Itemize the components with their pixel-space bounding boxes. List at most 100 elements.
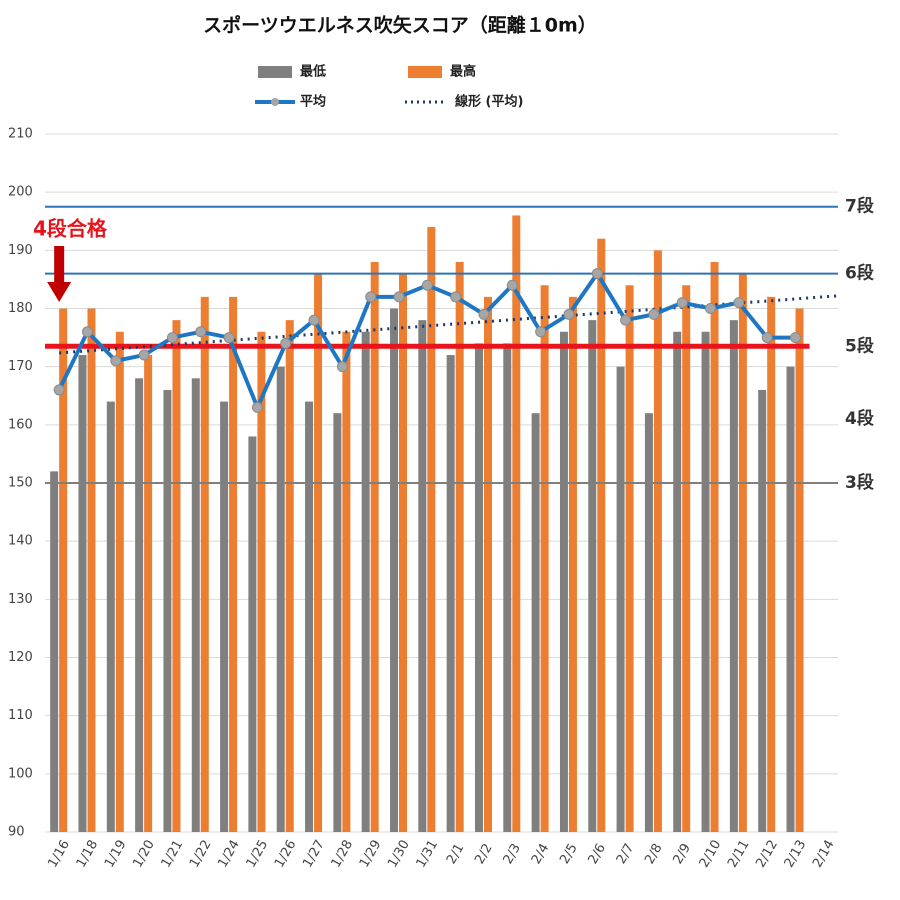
average-point	[450, 291, 462, 303]
bar	[115, 331, 124, 832]
x-tick-label: 1/26	[272, 838, 300, 871]
legend-swatch	[271, 98, 279, 106]
x-tick-label: 2/5	[557, 841, 580, 867]
bar	[597, 238, 606, 832]
bar	[758, 389, 767, 832]
x-tick-label: 1/30	[385, 838, 413, 871]
x-tick-label: 1/19	[102, 838, 130, 871]
average-point	[591, 268, 603, 280]
annotation: 4段合格	[33, 217, 108, 241]
y-tick-label: 130	[8, 592, 33, 607]
bar	[220, 401, 229, 832]
annotation-bg	[30, 216, 130, 244]
average-point	[790, 332, 802, 344]
bar	[172, 320, 181, 832]
y-tick-label: 140	[8, 534, 33, 549]
y-tick-label: 100	[8, 766, 33, 781]
bar	[653, 250, 662, 833]
average-point	[336, 361, 348, 373]
x-tick-label: 2/3	[501, 841, 524, 867]
bar	[738, 273, 747, 833]
average-point	[308, 314, 320, 326]
y-tick-label: 110	[8, 708, 33, 723]
average-point	[110, 355, 122, 367]
y-tick-label: 180	[8, 301, 33, 316]
legend-swatch	[258, 66, 292, 78]
y-tick-label: 190	[8, 243, 33, 258]
average-point	[53, 384, 65, 396]
bar	[568, 296, 577, 832]
average-point	[138, 349, 150, 361]
bar	[50, 471, 59, 832]
legend-swatch	[408, 66, 442, 78]
bar	[474, 343, 483, 832]
bar	[361, 331, 370, 832]
bar	[200, 296, 209, 832]
average-point	[676, 297, 688, 309]
bar	[342, 331, 351, 832]
x-tick-label: 1/28	[329, 838, 357, 871]
x-tick-label: 2/1	[444, 841, 467, 867]
bar	[314, 273, 323, 833]
x-tick-label: 1/25	[244, 838, 272, 871]
average-point	[478, 308, 490, 320]
bar	[390, 308, 399, 832]
x-tick-label: 2/7	[614, 841, 637, 867]
bar	[512, 215, 521, 832]
average-point	[393, 291, 405, 303]
x-tick-label: 1/24	[215, 838, 243, 871]
average-point	[195, 326, 207, 338]
x-tick-label: 2/13	[782, 838, 810, 871]
y-tick-label: 210	[8, 127, 33, 142]
bar	[625, 285, 634, 832]
x-tick-label: 1/22	[187, 838, 215, 871]
bar	[276, 366, 285, 832]
annotation-arrow	[47, 282, 72, 302]
bar	[483, 296, 492, 832]
bar	[106, 401, 115, 832]
average-point	[648, 308, 660, 320]
average-point	[81, 326, 93, 338]
average-point	[365, 291, 377, 303]
x-tick-label: 2/11	[725, 838, 753, 871]
bar	[427, 227, 436, 833]
bar	[682, 285, 691, 832]
reference-label: 7段	[845, 196, 874, 217]
legend-label: 平均	[300, 94, 326, 110]
bar	[135, 378, 144, 832]
bar	[399, 273, 408, 833]
x-tick-label: 1/18	[74, 838, 102, 871]
average-point	[506, 279, 518, 291]
y-tick-label: 170	[8, 359, 33, 374]
average-point	[535, 326, 547, 338]
average-point	[223, 332, 235, 344]
x-tick-label: 1/27	[300, 838, 328, 871]
y-tick-label: 90	[8, 825, 25, 840]
bar	[559, 331, 568, 832]
bar	[418, 320, 427, 832]
average-point	[705, 303, 717, 314]
y-tick-label: 160	[8, 417, 33, 432]
bar	[588, 320, 597, 832]
bar	[503, 343, 512, 832]
bar	[144, 355, 153, 832]
bar	[767, 296, 776, 832]
average-point	[733, 297, 745, 309]
x-tick-label: 2/2	[472, 841, 495, 867]
y-tick-label: 200	[8, 185, 33, 200]
reference-label: 6段	[845, 263, 874, 284]
reference-label: 4段	[845, 408, 874, 429]
x-tick-label: 2/9	[671, 841, 694, 867]
average-point	[251, 401, 263, 413]
bar	[455, 261, 464, 832]
bar	[673, 331, 682, 832]
x-tick-label: 2/12	[753, 838, 781, 871]
y-tick-label: 150	[8, 476, 33, 491]
x-tick-label: 1/21	[159, 838, 187, 871]
x-tick-label: 2/10	[697, 838, 725, 871]
average-point	[563, 308, 575, 320]
bar	[795, 308, 804, 832]
average-point	[280, 337, 292, 349]
bar	[257, 331, 266, 832]
reference-label: 5段	[845, 335, 874, 356]
